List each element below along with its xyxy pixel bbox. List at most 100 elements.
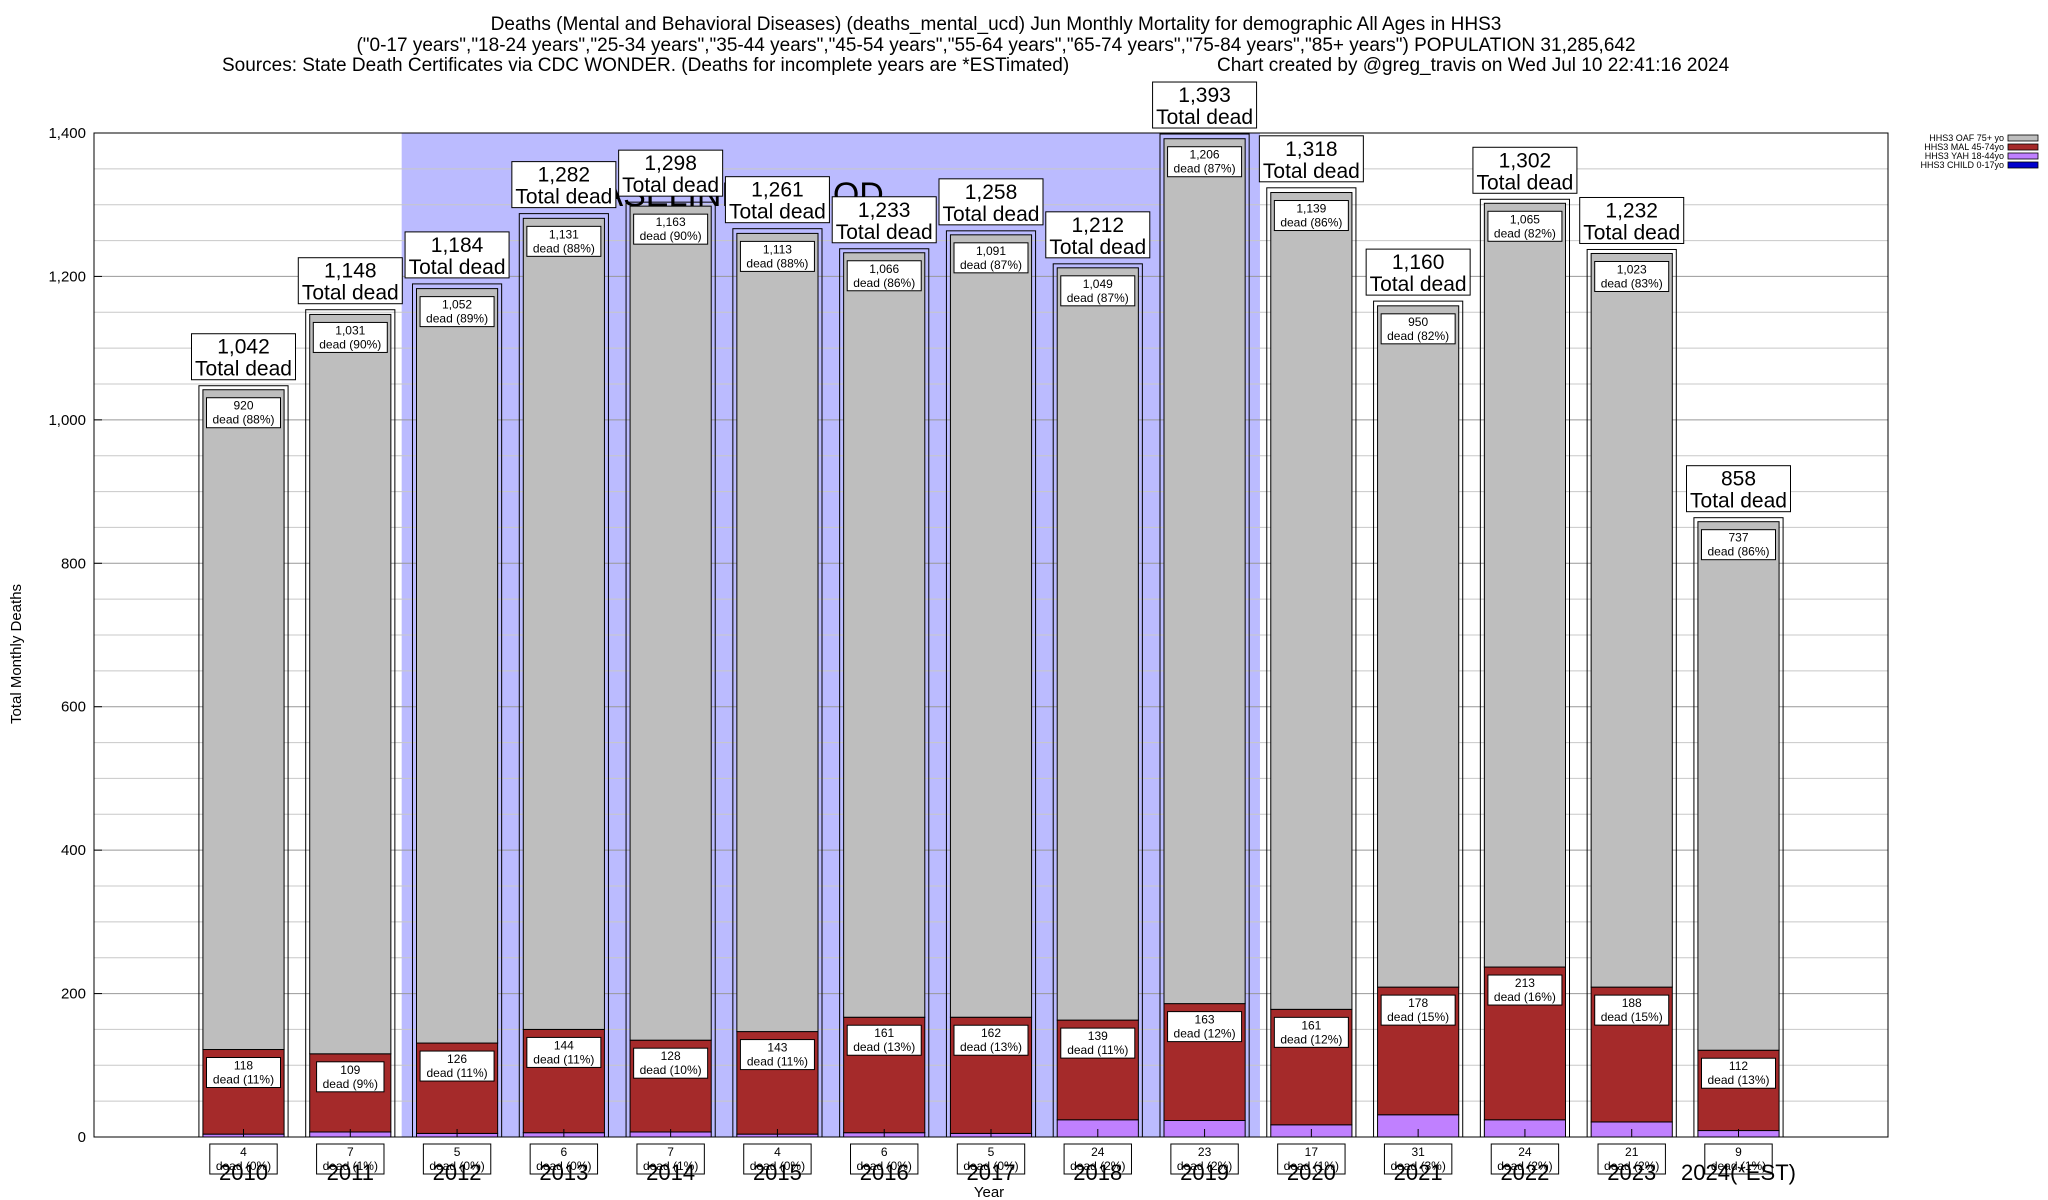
bar-segment: [202, 389, 285, 1051]
total-label-box: [404, 231, 510, 279]
y-axis-title: Total Monthly Deaths: [8, 584, 25, 724]
bar-segment: [949, 234, 1033, 1018]
data-label-box: [850, 1143, 919, 1175]
data-label: dead (1%): [1284, 1159, 1339, 1173]
legend-swatch: [2007, 161, 2039, 169]
total-label-suffix: Total dead: [1583, 221, 1680, 244]
x-tick-label: 2013: [539, 1160, 588, 1185]
total-label-suffix: Total dead: [729, 201, 826, 224]
data-label-box: [1277, 1143, 1346, 1175]
legend-label: HHS3 OAF 75+ yo: [1929, 133, 2004, 143]
data-label: 21: [1625, 1145, 1639, 1159]
data-label: dead (0%): [429, 1159, 484, 1173]
data-label: dead (12%): [1280, 1032, 1342, 1046]
data-label: dead (1%): [323, 1159, 378, 1173]
data-label: 178: [1408, 996, 1428, 1010]
data-label: 118: [234, 1059, 253, 1073]
total-label-box: [831, 196, 937, 244]
data-label-box: [526, 1036, 602, 1068]
total-label: 1,298: [644, 152, 697, 175]
data-label: 1,023: [1617, 262, 1647, 276]
data-label-box: [526, 225, 602, 257]
data-label-box: [209, 1143, 278, 1175]
bar-segment: [415, 288, 499, 1044]
total-label: 1,302: [1499, 149, 1552, 172]
x-tick-label: 2022: [1500, 1160, 1549, 1185]
x-tick-label: 2010: [219, 1160, 268, 1185]
data-label: 1,049: [1083, 277, 1113, 291]
total-label: 1,282: [538, 164, 591, 187]
data-label: 112: [1729, 1059, 1748, 1073]
data-label: 213: [1515, 976, 1535, 990]
data-label: 7: [667, 1145, 674, 1159]
data-label-box: [1060, 1027, 1136, 1059]
total-label-box: [297, 257, 403, 305]
total-label-suffix: Total dead: [409, 256, 506, 279]
bar-segment: [1163, 138, 1246, 1005]
x-axis-title: Year: [974, 1184, 1004, 1200]
total-label-box: [724, 176, 830, 224]
total-label: 858: [1721, 468, 1756, 491]
data-label: dead (88%): [533, 241, 595, 255]
data-label-box: [953, 1024, 1029, 1056]
legend-swatch: [2007, 143, 2039, 151]
data-label: 24: [1518, 1145, 1532, 1159]
y-tick-label: 800: [61, 555, 86, 572]
total-label-box: [938, 178, 1044, 226]
chart-credit: Chart created by @greg_travis on Wed Jul…: [1217, 55, 1730, 76]
total-label-suffix: Total dead: [1156, 106, 1253, 129]
total-label-suffix: Total dead: [195, 358, 292, 381]
data-label-box: [739, 1039, 815, 1071]
data-label: dead (87%): [1174, 162, 1236, 176]
total-label-box: [1472, 146, 1578, 194]
total-label-box: [1686, 465, 1791, 513]
data-label: 1,091: [976, 244, 1006, 258]
data-label: dead (86%): [1280, 216, 1342, 230]
x-tick-label: 2015: [753, 1160, 802, 1185]
total-label-suffix: Total dead: [302, 282, 399, 305]
data-label: dead (86%): [853, 276, 915, 290]
bar-segment: [522, 217, 605, 1030]
data-label: dead (0%): [963, 1159, 1018, 1173]
data-label: dead (89%): [426, 312, 488, 326]
data-label: dead (12%): [1174, 1027, 1236, 1041]
data-label: dead (2%): [1604, 1159, 1659, 1173]
data-label-box: [316, 1061, 385, 1093]
total-label-box: [1258, 135, 1364, 183]
data-label: dead (88%): [746, 256, 808, 270]
data-label: dead (82%): [1387, 329, 1449, 343]
total-label-suffix: Total dead: [943, 203, 1040, 226]
data-label: dead (13%): [1707, 1073, 1769, 1087]
data-label-box: [636, 1143, 705, 1175]
data-label: dead (15%): [1601, 1010, 1663, 1024]
data-label: 1,066: [869, 262, 899, 276]
data-label: dead (82%): [1494, 226, 1556, 240]
data-label: dead (2%): [1177, 1159, 1232, 1173]
data-label: 163: [1195, 1013, 1215, 1027]
data-label-box: [739, 240, 815, 272]
legend-swatch: [2007, 134, 2039, 142]
bar-segment: [1270, 192, 1353, 1010]
data-label: 161: [1301, 1018, 1321, 1032]
data-label: 17: [1305, 1145, 1319, 1159]
total-label-box: [618, 149, 724, 197]
data-label-box: [422, 1143, 492, 1175]
bar-segment: [629, 205, 712, 1041]
data-label: dead (0%): [216, 1159, 271, 1173]
data-label: dead (13%): [853, 1040, 915, 1054]
data-label: dead (90%): [640, 229, 702, 243]
data-label: 126: [447, 1052, 467, 1066]
data-label: 24: [1091, 1145, 1105, 1159]
total-label-suffix: Total dead: [515, 186, 612, 209]
data-label: dead (1%): [1711, 1159, 1766, 1173]
data-label-box: [316, 1143, 385, 1175]
y-tick-label: 200: [61, 986, 86, 1003]
data-label: 109: [340, 1063, 360, 1077]
data-label-box: [1060, 275, 1136, 307]
data-label: 1,113: [763, 242, 792, 256]
data-label-box: [1063, 1143, 1132, 1175]
total-label: 1,212: [1072, 214, 1125, 237]
data-label-box: [419, 1050, 495, 1082]
data-label-box: [1701, 1057, 1776, 1089]
